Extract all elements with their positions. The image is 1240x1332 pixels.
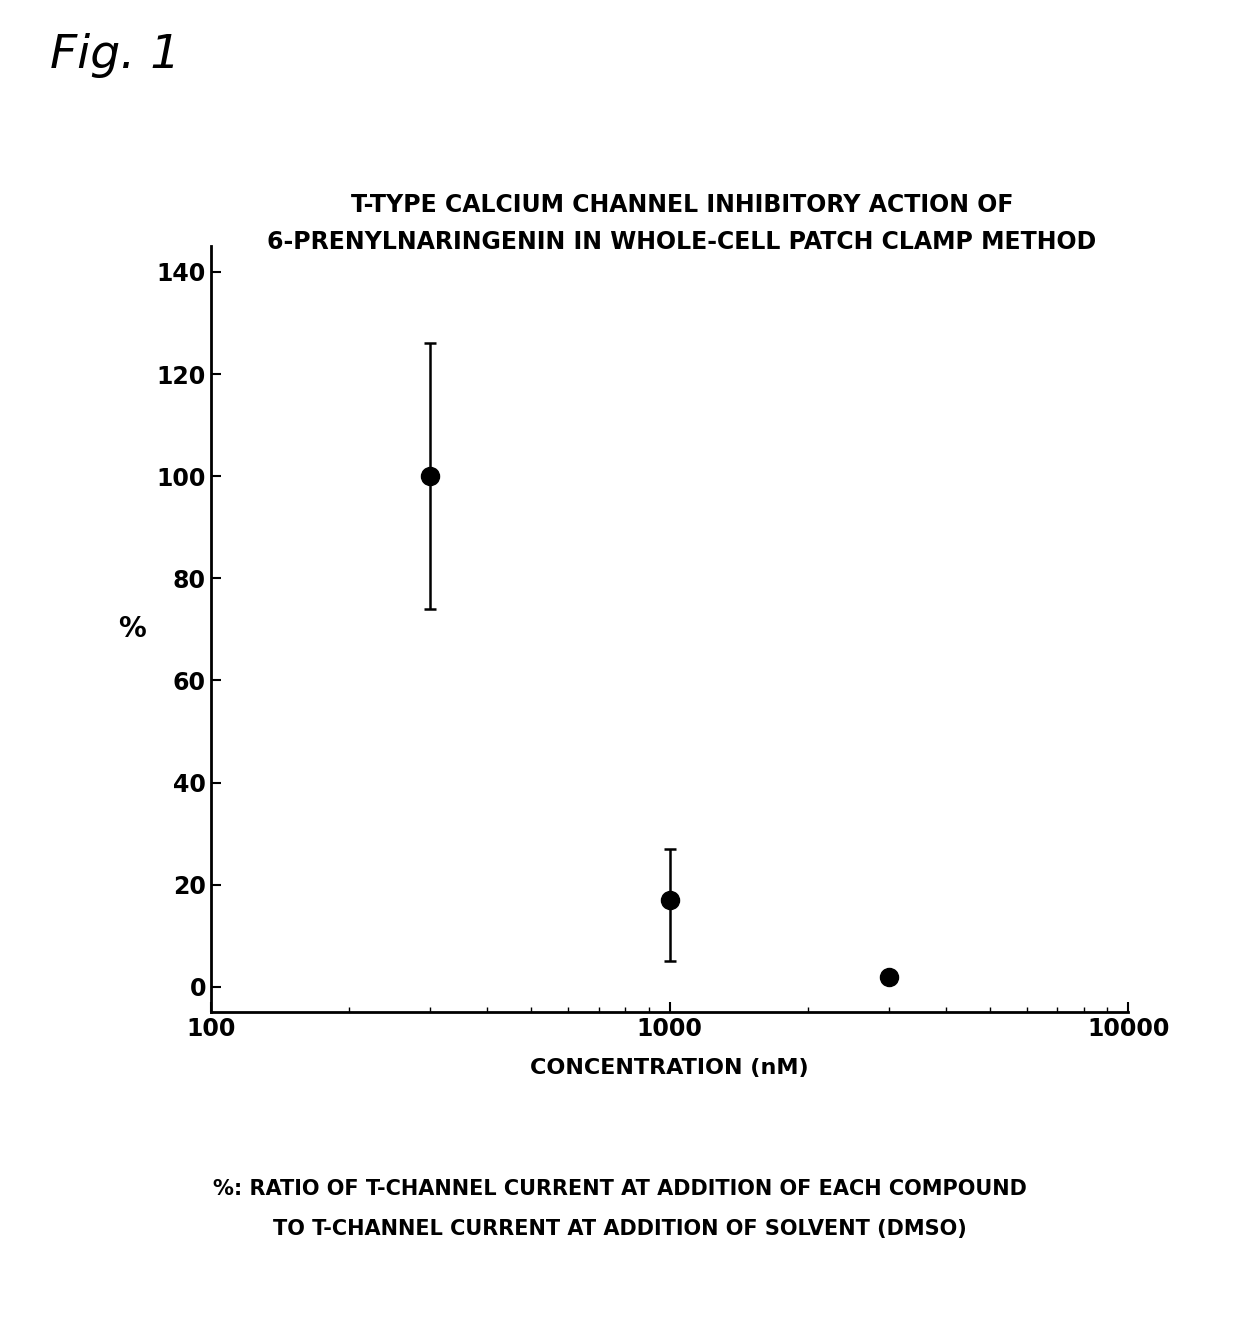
Text: Fig. 1: Fig. 1	[50, 33, 180, 79]
Text: TO T-CHANNEL CURRENT AT ADDITION OF SOLVENT (DMSO): TO T-CHANNEL CURRENT AT ADDITION OF SOLV…	[273, 1219, 967, 1239]
Text: 6-PRENYLNARINGENIN IN WHOLE-CELL PATCH CLAMP METHOD: 6-PRENYLNARINGENIN IN WHOLE-CELL PATCH C…	[268, 230, 1096, 254]
Text: %: RATIO OF T-CHANNEL CURRENT AT ADDITION OF EACH COMPOUND: %: RATIO OF T-CHANNEL CURRENT AT ADDITIO…	[213, 1179, 1027, 1199]
Y-axis label: %: %	[118, 615, 145, 643]
X-axis label: CONCENTRATION (nM): CONCENTRATION (nM)	[531, 1058, 808, 1078]
Text: T-TYPE CALCIUM CHANNEL INHIBITORY ACTION OF: T-TYPE CALCIUM CHANNEL INHIBITORY ACTION…	[351, 193, 1013, 217]
